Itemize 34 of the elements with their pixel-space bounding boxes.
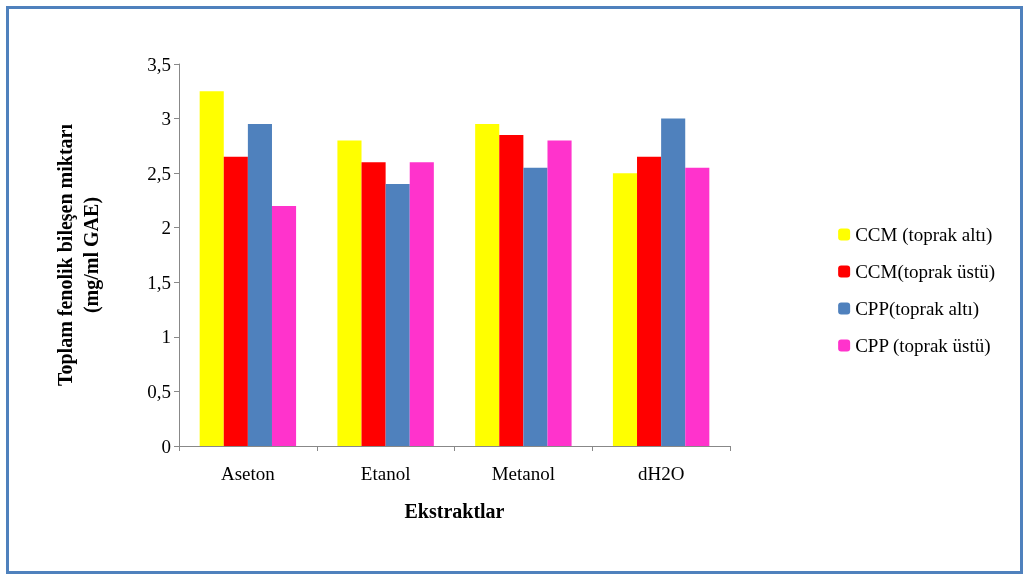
- bar: [685, 167, 710, 446]
- y-tick-label: 0,5: [147, 380, 171, 402]
- bar: [271, 205, 297, 446]
- y-tick-label: 3,5: [147, 53, 171, 75]
- y-axis-title: Toplam fenolik bileşen miktarı (mg/ml GAE): [54, 123, 103, 387]
- bar: [223, 156, 248, 446]
- bar: [361, 162, 386, 446]
- bar: [475, 124, 500, 446]
- bar: [499, 134, 524, 446]
- x-axis-title: Ekstraktlar: [404, 500, 505, 522]
- legend-label: CCM(toprak üstü): [855, 261, 995, 283]
- bar: [199, 91, 224, 446]
- y-tick-label: 1: [161, 326, 171, 348]
- legend-label: CPP(toprak altı): [855, 298, 980, 320]
- bar: [637, 156, 662, 446]
- bar: [409, 162, 434, 446]
- x-tick-label: Metanol: [491, 463, 556, 484]
- x-tick-label: Aseton: [220, 463, 276, 484]
- bar: [661, 118, 686, 446]
- bar: [523, 167, 548, 446]
- bar: [247, 124, 272, 446]
- bar: [337, 140, 362, 446]
- x-tick-label: Etanol: [360, 463, 411, 484]
- bar: [612, 173, 638, 446]
- bar: [385, 184, 410, 446]
- y-tick-label: 0: [161, 435, 171, 457]
- bar: [547, 140, 572, 446]
- y-tick-label: 2,5: [147, 162, 171, 184]
- legend-label: CCM (toprak altı): [855, 224, 993, 246]
- y-tick-label: 1,5: [147, 271, 171, 293]
- y-tick-label: 2: [161, 217, 171, 239]
- x-tick-label: dH2O: [637, 463, 685, 484]
- legend-label: CPP (toprak üstü): [855, 335, 991, 357]
- y-tick-label: 3: [161, 108, 171, 130]
